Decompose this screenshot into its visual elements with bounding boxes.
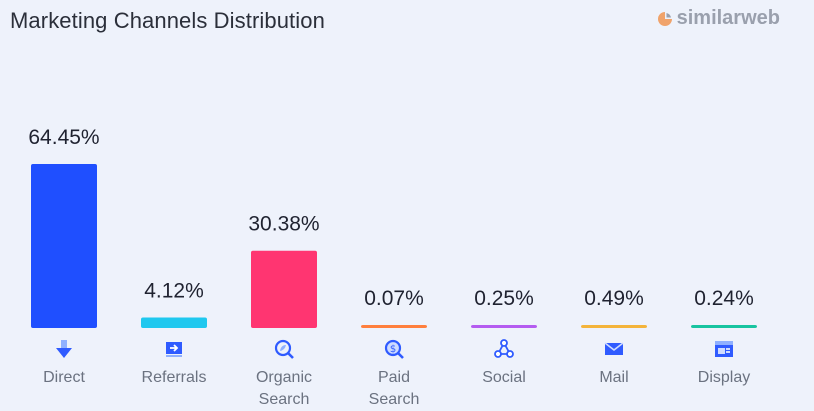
brand-name: similarweb	[676, 7, 780, 29]
category-label: Display	[697, 369, 751, 386]
data-label: 30.38%	[248, 213, 319, 236]
data-label: 0.49%	[584, 287, 644, 310]
data-label: 0.24%	[694, 287, 754, 310]
display-icon	[713, 338, 735, 360]
similarweb-logo-icon	[657, 11, 672, 26]
data-label: 64.45%	[28, 126, 99, 149]
direct-arrow-icon	[53, 338, 75, 360]
category-label: Referrals	[141, 369, 207, 386]
category-label: Social	[482, 369, 526, 386]
category-label: Paid Search	[368, 369, 420, 408]
data-label: 4.12%	[144, 280, 204, 303]
category-label: Direct	[43, 369, 85, 386]
chart-title: Marketing Channels Distribution	[10, 8, 325, 33]
bar-mail[interactable]	[581, 325, 647, 328]
mail-icon	[603, 338, 625, 360]
bar-direct[interactable]	[31, 164, 97, 328]
data-label: 0.07%	[364, 287, 424, 310]
data-label: 0.25%	[474, 287, 534, 310]
category-label: Organic Search	[255, 369, 313, 408]
organic-search-icon	[273, 338, 295, 360]
referrals-icon	[163, 338, 185, 360]
bar-social[interactable]	[471, 325, 537, 328]
bar-organic-search[interactable]	[251, 250, 317, 328]
svg-text:$: $	[390, 344, 396, 355]
category-label: Mail	[599, 369, 629, 386]
similarweb-logo: similarweb	[657, 7, 780, 30]
bar-display[interactable]	[691, 325, 757, 328]
bar-referrals[interactable]	[141, 317, 207, 328]
paid-search-icon: $	[383, 338, 405, 360]
bar-paid-search[interactable]	[361, 325, 427, 328]
social-icon	[493, 338, 515, 360]
